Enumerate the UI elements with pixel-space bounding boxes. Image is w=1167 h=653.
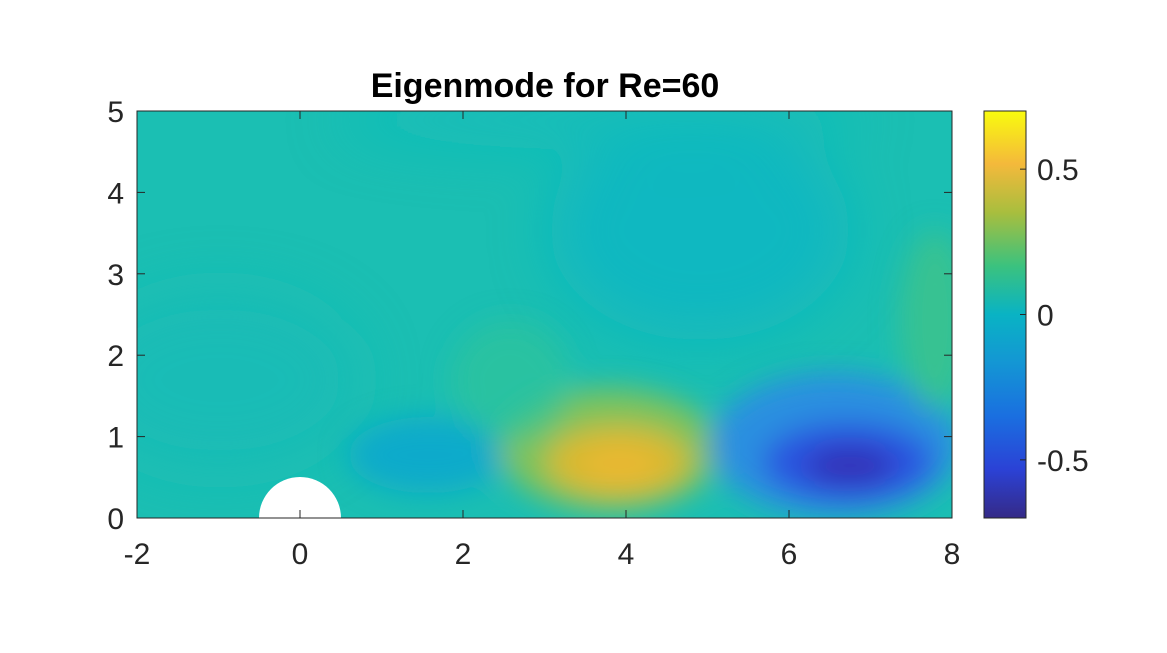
- lobe-right-positive: [900, 230, 952, 410]
- y-tick-label: 2: [107, 340, 124, 373]
- x-tick-label: -2: [124, 538, 151, 571]
- colorbar: [983, 110, 1027, 519]
- lobe-negative-core: [805, 446, 895, 486]
- x-tick-label: 4: [618, 538, 635, 571]
- colorbar-ticks: 0.5 0 -0.5: [1020, 154, 1089, 478]
- field-upper-right-cool: [550, 120, 850, 340]
- x-tick-label: 2: [455, 538, 472, 571]
- field-lobes: [348, 230, 952, 517]
- plot-area: [137, 111, 952, 518]
- colorbar-tick-label: -0.5: [1037, 445, 1089, 478]
- lobe-positive-core: [582, 445, 658, 485]
- lobe-mid-green: [450, 320, 570, 440]
- x-tick-label: 6: [781, 538, 798, 571]
- y-axis-ticks: 0 1 2 3 4 5: [107, 96, 952, 536]
- colorbar-tick-label: 0.5: [1037, 154, 1079, 187]
- y-tick-label: 0: [107, 503, 124, 536]
- field-top-band: [340, 111, 860, 150]
- lobe-negative-small: [348, 417, 508, 493]
- field-features: [137, 111, 860, 470]
- y-tick-label: 1: [107, 422, 124, 455]
- x-axis-ticks: -2 0 2 4 6 8: [124, 111, 961, 571]
- chart-title: Eigenmode for Re=60: [371, 67, 720, 105]
- field-left-cool: [137, 290, 360, 470]
- colorbar-tick-label: 0: [1037, 300, 1054, 333]
- x-tick-label: 8: [944, 538, 961, 571]
- y-tick-label: 4: [107, 177, 124, 210]
- cylinder-obstacle: [259, 477, 341, 518]
- axes-frame: [136, 110, 953, 519]
- x-tick-label: 0: [292, 538, 309, 571]
- y-tick-label: 3: [107, 259, 124, 292]
- y-tick-label: 5: [107, 96, 124, 129]
